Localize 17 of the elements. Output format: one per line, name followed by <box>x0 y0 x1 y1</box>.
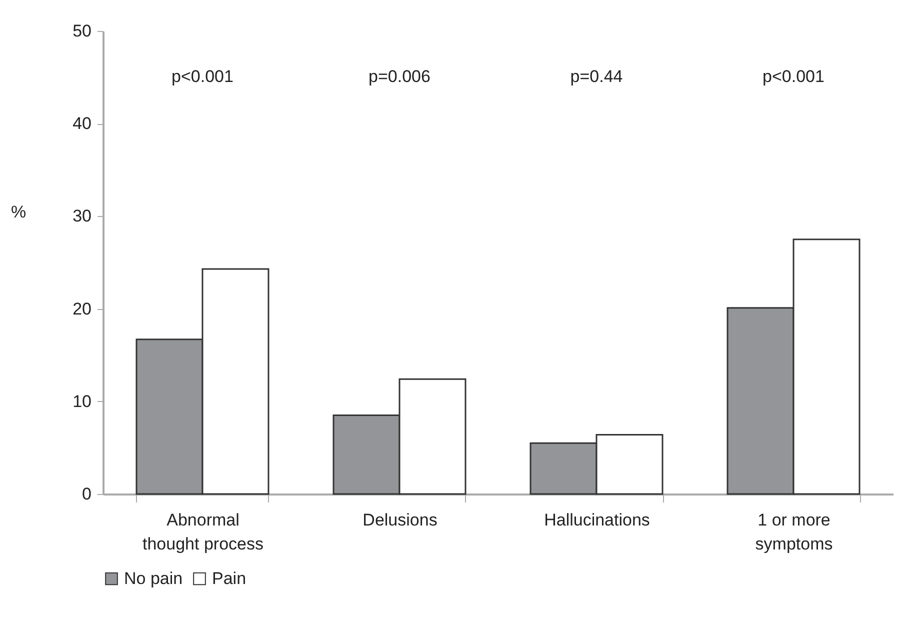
y-tick-label: 20 <box>72 299 92 318</box>
x-tick-label: 1 or more symptoms <box>755 510 833 554</box>
legend-label: Pain <box>212 568 246 588</box>
annotation: p<0.001 <box>172 67 234 86</box>
y-tick-label: 0 <box>82 484 92 504</box>
annotation: p=0.006 <box>368 67 430 86</box>
x-tick-label: Delusions <box>362 510 438 530</box>
y-tick-label: 10 <box>72 392 92 411</box>
x-tick-label: Hallucinations <box>544 510 650 530</box>
y-tick-label: 40 <box>72 114 92 134</box>
y-tick-label: 30 <box>72 206 92 226</box>
y-tick-label: 50 <box>72 22 92 40</box>
x-tick-label: Abnormal thought process <box>142 510 264 554</box>
annotation: p<0.001 <box>762 67 824 86</box>
y-axis-title: % <box>10 202 26 222</box>
legend-label: No pain <box>124 568 183 588</box>
annotation: p=0.44 <box>570 67 623 86</box>
